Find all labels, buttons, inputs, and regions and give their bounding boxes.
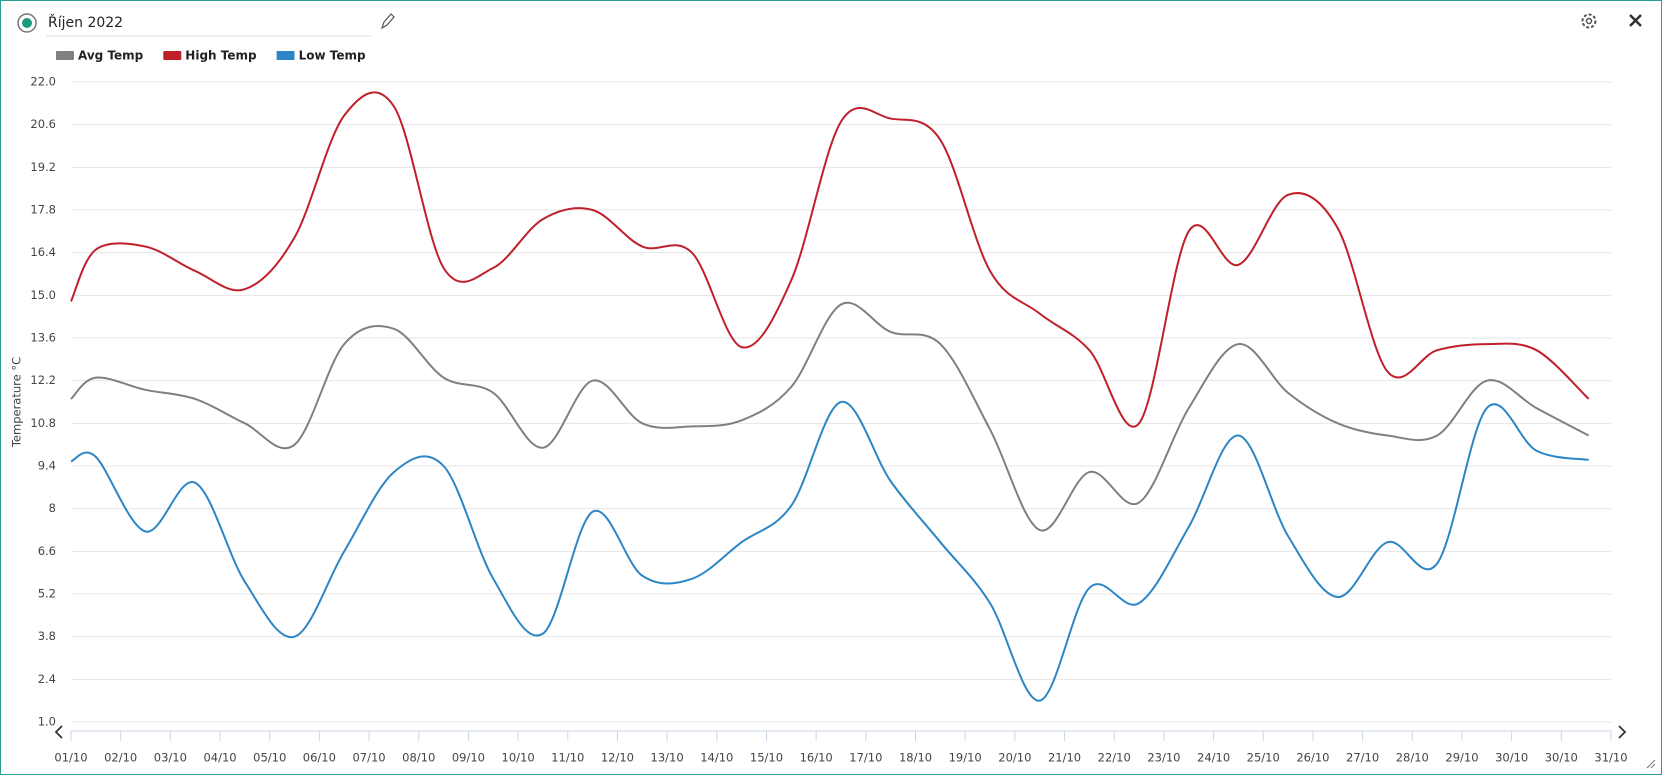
x-tick-label: 28/10 (1396, 751, 1429, 765)
legend-swatch (56, 51, 74, 60)
legend-swatch (163, 51, 182, 60)
y-tick-label: 13.6 (30, 331, 56, 345)
x-tick-label: 15/10 (750, 751, 783, 765)
x-tick-label: 10/10 (502, 751, 535, 765)
y-tick-label: 19.2 (30, 160, 56, 174)
x-tick-label: 24/10 (1197, 751, 1230, 765)
title[interactable]: Říjen 2022 (48, 14, 123, 31)
x-tick-label: 05/10 (253, 751, 286, 765)
settings-icon[interactable] (1581, 13, 1597, 29)
x-tick-label: 06/10 (303, 751, 336, 765)
resize-handle[interactable] (1646, 759, 1656, 769)
y-tick-label: 3.8 (38, 629, 56, 643)
y-tick-label: 10.8 (30, 416, 56, 430)
status-icon[interactable] (17, 13, 37, 33)
x-tick-label: 14/10 (700, 751, 733, 765)
y-tick-label: 5.2 (38, 587, 56, 601)
prev-button[interactable] (54, 725, 63, 739)
y-tick-label: 8 (49, 501, 56, 515)
x-tick-label: 20/10 (998, 751, 1031, 765)
x-tick-label: 18/10 (899, 751, 932, 765)
x-tick-label: 09/10 (452, 751, 485, 765)
legend-item[interactable]: Low Temp (276, 49, 366, 63)
y-tick-label: 6.6 (38, 544, 56, 558)
x-tick-label: 19/10 (949, 751, 982, 765)
series-line (70, 91, 1590, 428)
legend-swatch (276, 51, 295, 60)
x-tick-label: 29/10 (1445, 751, 1478, 765)
legend-label: High Temp (185, 49, 257, 63)
x-tick-label: 17/10 (849, 751, 882, 765)
y-tick-label: 16.4 (30, 245, 56, 259)
x-tick-label: 31/10 (1594, 751, 1627, 765)
x-tick-label: 07/10 (352, 751, 385, 765)
y-tick-label: 15.0 (30, 288, 56, 302)
y-tick-label: 20.6 (30, 117, 56, 131)
y-axis-label: Temperature °C (10, 357, 24, 448)
x-tick-label: 13/10 (651, 751, 684, 765)
x-tick-label: 11/10 (551, 751, 584, 765)
series-line (70, 301, 1590, 532)
x-tick-label: 12/10 (601, 751, 634, 765)
x-tick-label: 02/10 (104, 751, 137, 765)
legend-label: Avg Temp (78, 49, 144, 63)
x-tick-label: 22/10 (1098, 751, 1131, 765)
series-line (70, 400, 1589, 702)
y-tick-label: 9.4 (38, 459, 56, 473)
x-tick-label: 25/10 (1247, 751, 1280, 765)
legend-item[interactable]: Avg Temp (56, 49, 144, 63)
y-tick-label: 17.8 (30, 203, 56, 217)
x-tick-label: 30/10 (1545, 751, 1578, 765)
y-tick-label: 1.0 (38, 715, 56, 729)
legend-item[interactable]: High Temp (163, 49, 257, 63)
x-tick-label: 26/10 (1296, 751, 1329, 765)
x-tick-label: 08/10 (402, 751, 435, 765)
x-tick-label: 21/10 (1048, 751, 1081, 765)
edit-icon[interactable] (380, 13, 395, 30)
y-tick-label: 2.4 (38, 672, 56, 686)
x-tick-label: 16/10 (800, 751, 833, 765)
close-icon[interactable] (1629, 14, 1642, 27)
x-tick-label: 23/10 (1147, 751, 1180, 765)
y-tick-label: 12.2 (30, 373, 56, 387)
x-tick-label: 03/10 (154, 751, 187, 765)
legend-label: Low Temp (299, 49, 366, 63)
x-tick-label: 04/10 (203, 751, 236, 765)
next-button[interactable] (1618, 725, 1627, 739)
y-tick-label: 22.0 (30, 75, 56, 89)
x-tick-label: 01/10 (54, 751, 87, 765)
x-tick-label: 30/10 (1495, 751, 1528, 765)
status-dot (22, 18, 32, 28)
x-tick-label: 27/10 (1346, 751, 1379, 765)
